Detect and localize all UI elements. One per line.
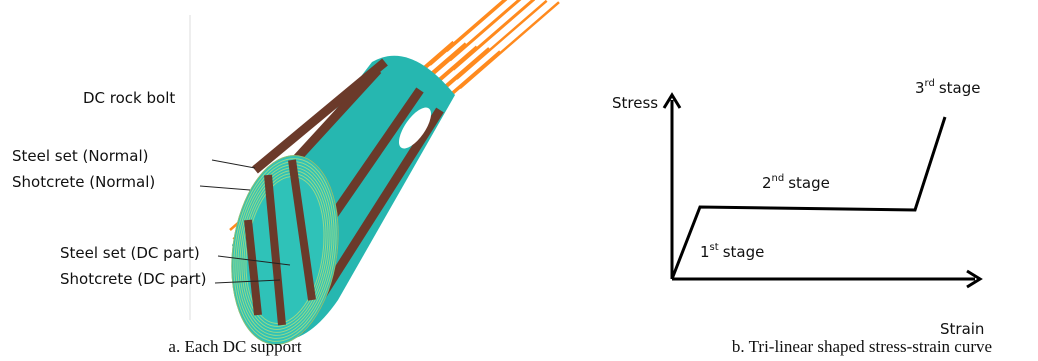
bolt xyxy=(413,0,512,79)
label: Steel set (DC part) xyxy=(60,244,200,262)
bolt xyxy=(447,0,510,51)
label: Shotcrete (Normal) xyxy=(12,173,155,191)
caption: a. Each DC support xyxy=(168,337,301,356)
bolt xyxy=(460,2,559,88)
label: DC rock bolt xyxy=(83,89,175,107)
figure: DC rock bolt Steel set (Normal) Shotcret… xyxy=(0,0,1038,361)
bolt xyxy=(457,1,547,79)
curve xyxy=(672,117,945,279)
caption: b. Tri-linear shaped stress-strain curve xyxy=(732,337,992,356)
label: Steel set (Normal) xyxy=(12,147,148,165)
label: Shotcrete (DC part) xyxy=(60,270,207,288)
y-axis-label: Stress xyxy=(612,94,658,112)
x-axis-label: Strain xyxy=(940,320,984,338)
